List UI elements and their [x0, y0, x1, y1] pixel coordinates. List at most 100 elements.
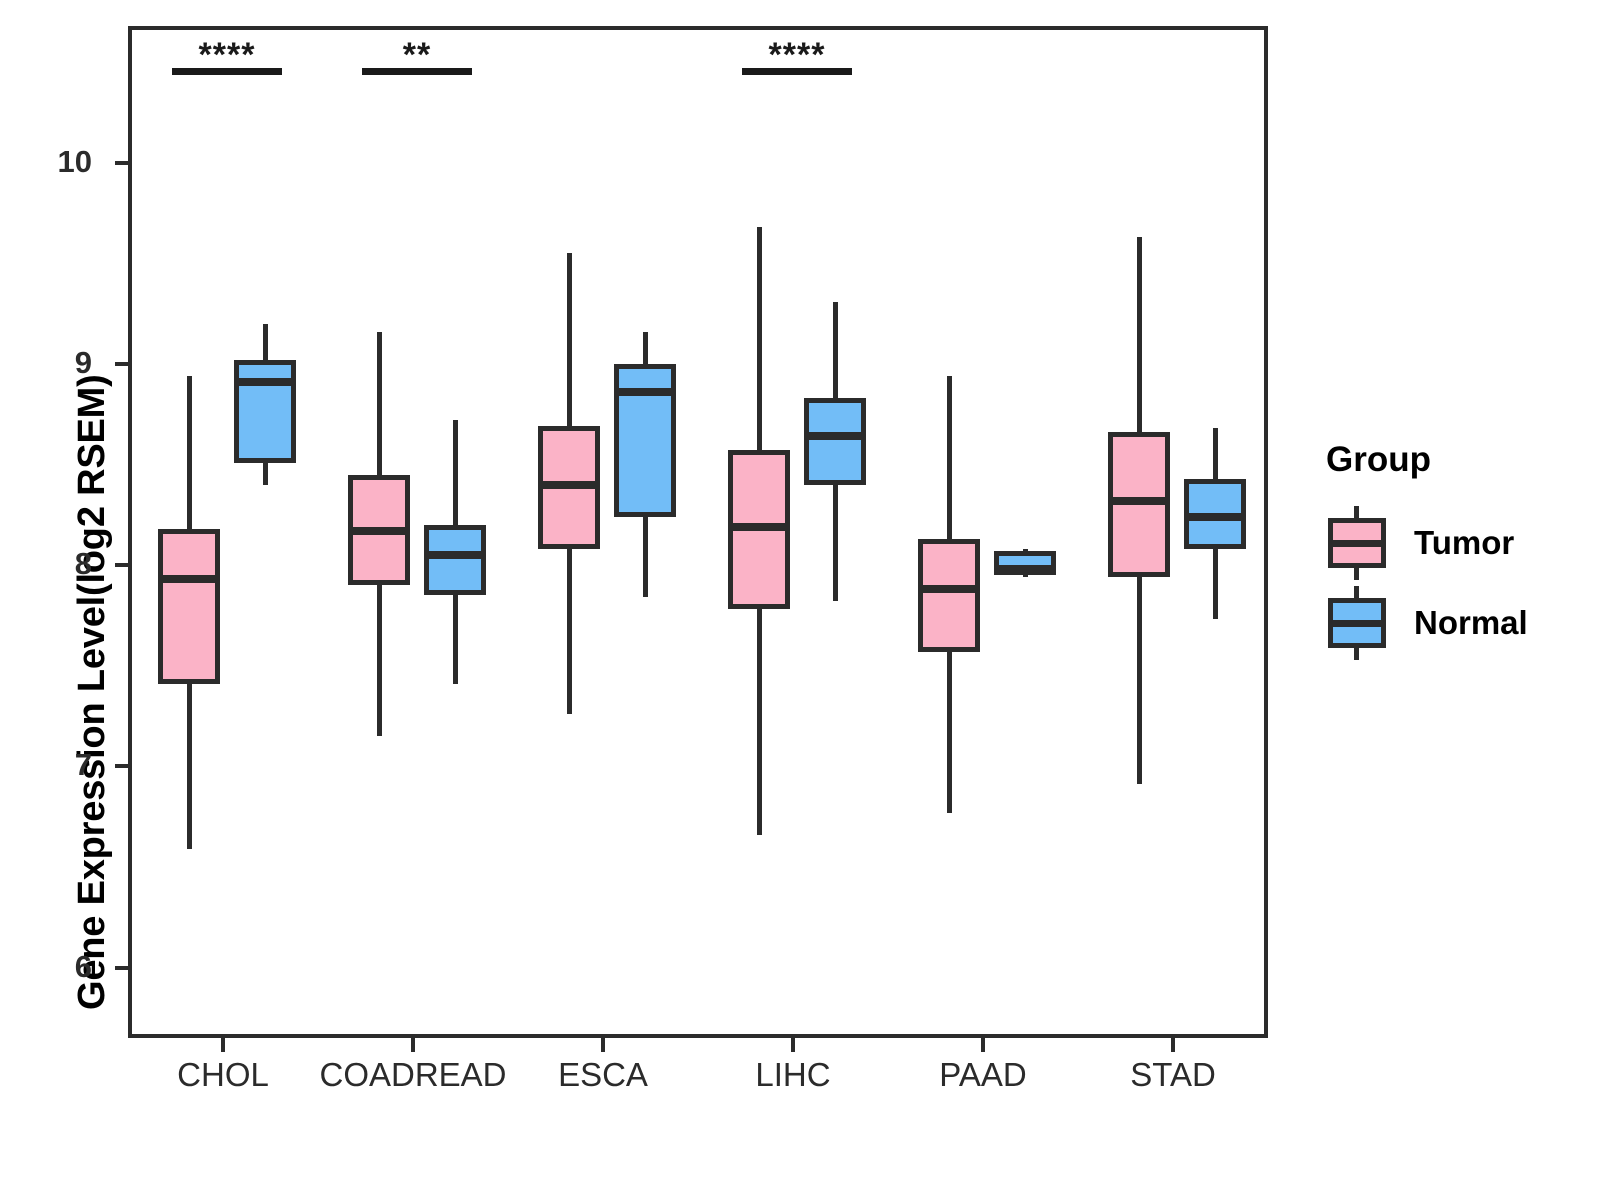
legend-median-line: [1328, 620, 1386, 627]
y-axis-tick-mark: [115, 764, 128, 769]
legend-label: Normal: [1414, 604, 1528, 641]
whisker-lower: [1136, 577, 1142, 785]
y-axis-tick-label: 7: [74, 747, 92, 783]
median-line: [1184, 512, 1246, 521]
x-axis-tick-mark: [221, 1038, 225, 1052]
whisker-lower: [376, 585, 382, 737]
y-axis-tick-label: 6: [74, 948, 92, 984]
box-lihc-normal: [132, 30, 1264, 1034]
legend: Group Tumor Normal: [1326, 440, 1596, 666]
box-lihc-tumor: [132, 30, 1264, 1034]
legend-title: Group: [1326, 440, 1431, 479]
whisker-lower: [1212, 549, 1218, 620]
y-axis-tick-mark: [115, 563, 128, 568]
whisker-upper: [756, 227, 762, 451]
x-axis-tick-label-stad: STAD: [1130, 1056, 1216, 1093]
x-axis-tick-label-esca: ESCA: [558, 1056, 648, 1093]
significance-bar-lihc: [742, 68, 852, 76]
box-rect: [424, 524, 486, 596]
y-axis-tick-mark: [115, 362, 128, 366]
plot-panel: **** ** ****: [128, 26, 1268, 1038]
whisker-lower: [946, 651, 952, 813]
whisker-lower: [186, 683, 192, 849]
x-axis-tick-label-lihc: LIHC: [755, 1056, 831, 1093]
y-axis-tick-mark: [115, 965, 128, 970]
whisker-upper: [566, 253, 572, 427]
box-chol-tumor: [132, 30, 1264, 1034]
whisker-lower: [832, 484, 838, 602]
whisker-upper: [262, 323, 268, 360]
box-esca-tumor: [132, 30, 1264, 1034]
legend-whisker-bottom: [1354, 566, 1359, 580]
x-axis-tick-label-chol: CHOL: [177, 1056, 269, 1093]
significance-bar-coadread: [362, 68, 472, 76]
median-line: [804, 432, 866, 441]
legend-median-line: [1328, 540, 1386, 547]
box-rect: [158, 528, 220, 684]
box-rect: [1108, 432, 1170, 578]
box-coadread-normal: [132, 30, 1264, 1034]
significance-stars-chol: ****: [198, 36, 256, 75]
median-line: [994, 565, 1056, 574]
whisker-upper: [642, 331, 648, 364]
whisker-lower: [642, 516, 648, 598]
median-line: [424, 551, 486, 560]
whisker-lower: [262, 462, 268, 485]
x-axis-tick-mark: [601, 1038, 605, 1052]
median-line: [348, 526, 410, 535]
whisker-upper: [1136, 237, 1142, 433]
whisker-lower: [756, 609, 762, 835]
box-coadread-tumor: [132, 30, 1264, 1034]
whisker-upper: [832, 301, 838, 399]
box-rect: [234, 359, 296, 463]
y-axis-tick-label: 10: [57, 143, 92, 179]
whisker-lower: [566, 549, 572, 715]
significance-stars-coadread: **: [402, 36, 432, 75]
significance-bar-chol: [172, 68, 282, 76]
x-axis-tick-mark: [981, 1038, 985, 1052]
plot-area: **** ** ****: [132, 30, 1264, 1034]
median-line: [1108, 496, 1170, 505]
median-line: [234, 378, 296, 387]
box-rect: [804, 398, 866, 485]
median-line: [614, 388, 676, 397]
significance-stars-lihc: ****: [768, 36, 826, 75]
whisker-lower: [1022, 575, 1028, 578]
legend-item-tumor[interactable]: Tumor: [1326, 506, 1596, 580]
legend-item-normal[interactable]: Normal: [1326, 586, 1596, 660]
x-axis-tick-label-coadread: COADREAD: [319, 1056, 507, 1093]
box-paad-normal: [132, 30, 1264, 1034]
whisker-upper: [376, 331, 382, 475]
whisker-lower: [452, 595, 458, 684]
whisker-upper: [946, 376, 952, 539]
y-axis-tick-label: 9: [74, 345, 92, 380]
box-stad-tumor: [132, 30, 1264, 1034]
legend-entries: Tumor Normal: [1326, 506, 1596, 660]
box-paad-tumor: [132, 30, 1264, 1034]
legend-whisker-top: [1354, 586, 1359, 600]
box-chol-normal: [132, 30, 1264, 1034]
median-line: [728, 522, 790, 531]
y-axis-tick-label: 8: [74, 546, 92, 582]
legend-whisker-top: [1354, 506, 1359, 520]
legend-label: Tumor: [1414, 524, 1515, 561]
x-axis-tick-mark: [1171, 1038, 1175, 1052]
median-line: [538, 480, 600, 489]
x-axis-tick-mark: [791, 1038, 795, 1052]
legend-key-normal: [1326, 586, 1388, 660]
y-axis-tick-mark: [115, 160, 128, 165]
x-axis-tick-label-paad: PAAD: [939, 1056, 1027, 1093]
legend-key-tumor: [1326, 506, 1388, 580]
median-line: [158, 575, 220, 584]
median-line: [918, 585, 980, 594]
whisker-upper: [1212, 428, 1218, 479]
whisker-upper: [1022, 549, 1028, 552]
box-esca-normal: [132, 30, 1264, 1034]
box-stad-normal: [132, 30, 1264, 1034]
whisker-upper: [452, 420, 458, 525]
legend-whisker-bottom: [1354, 646, 1359, 660]
x-axis-tick-mark: [411, 1038, 415, 1052]
box-rect: [918, 539, 980, 652]
whisker-upper: [186, 376, 192, 529]
